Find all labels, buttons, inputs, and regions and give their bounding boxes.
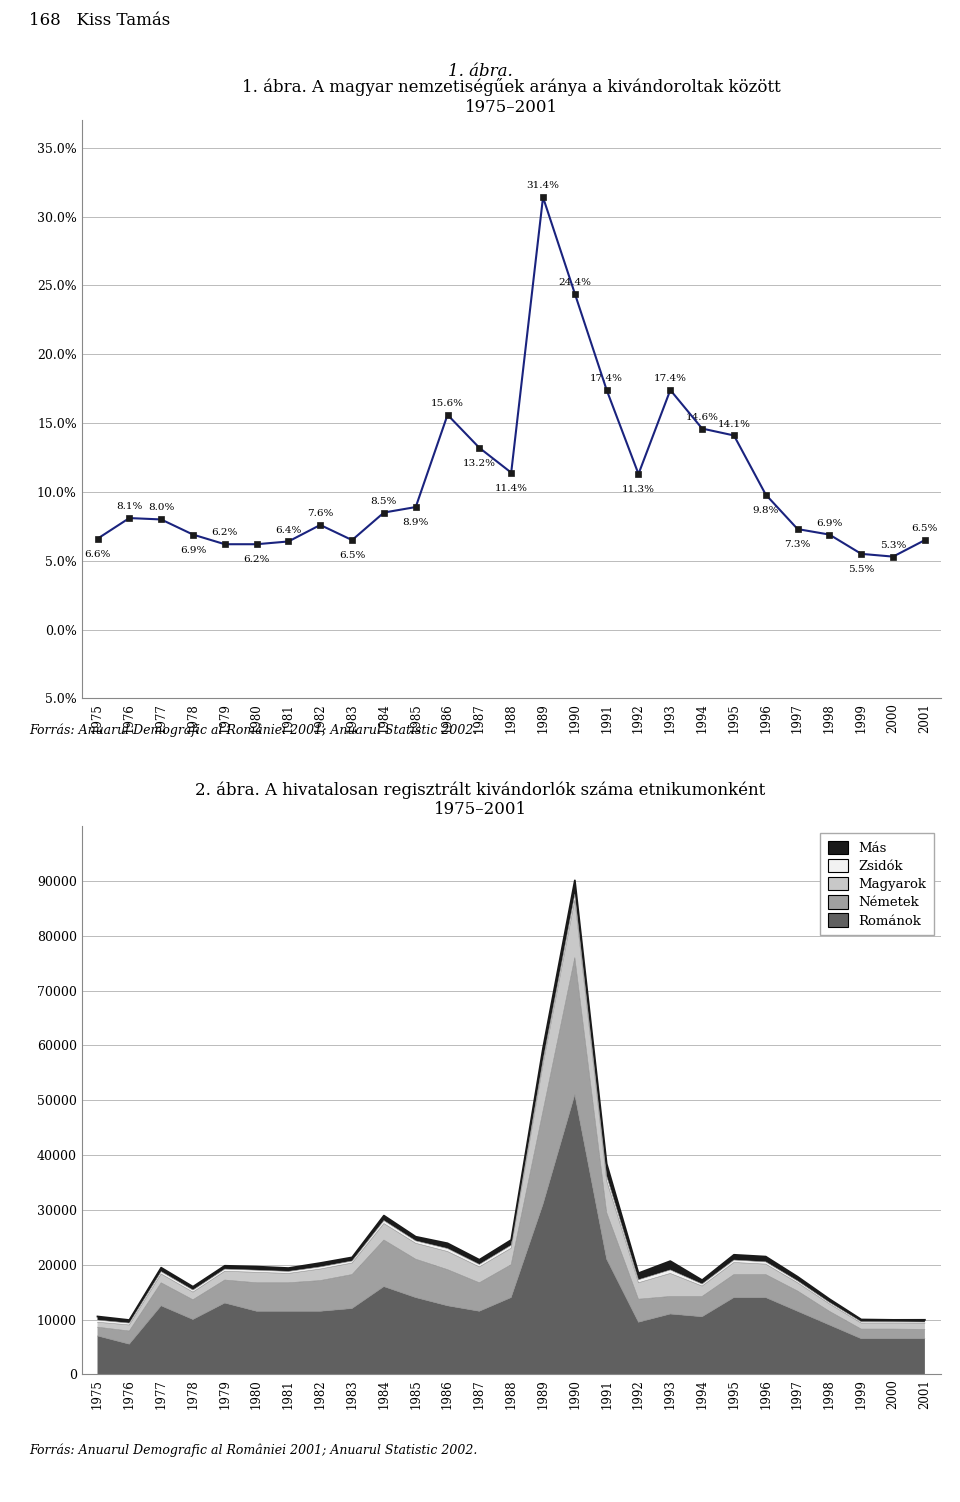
Text: 6.2%: 6.2% [244,556,270,565]
Text: 7.6%: 7.6% [307,509,333,518]
Text: 1. ábra.: 1. ábra. [447,63,513,80]
Text: 14.6%: 14.6% [685,413,719,422]
Title: 1. ábra. A magyar nemzetiségűek aránya a kivándoroltak között
1975–2001: 1. ábra. A magyar nemzetiségűek aránya a… [242,78,780,116]
Text: 8.5%: 8.5% [371,497,397,506]
Text: 8.1%: 8.1% [116,502,142,511]
Text: 2. ábra. A hivatalosan regisztrált kivándorlók száma etnikumonként
1975–2001: 2. ábra. A hivatalosan regisztrált kiván… [195,781,765,819]
Text: 6.5%: 6.5% [912,524,938,533]
Text: 5.5%: 5.5% [848,565,875,574]
Text: 31.4%: 31.4% [526,182,560,191]
Text: 11.4%: 11.4% [494,484,528,493]
Text: 168   Kiss Tamás: 168 Kiss Tamás [29,12,170,29]
Text: 17.4%: 17.4% [654,374,686,383]
Text: 17.4%: 17.4% [590,374,623,383]
Text: 6.9%: 6.9% [180,545,206,554]
Text: 6.2%: 6.2% [211,529,238,538]
Text: Forrás: Anuarul Demografic al României 2001; Anuarul Statistic 2002.: Forrás: Anuarul Demografic al României 2… [29,1443,477,1457]
Text: 6.4%: 6.4% [276,526,301,535]
Text: Forrás: Anuarul Demografic al României 2001; Anuarul Statistic 2002.: Forrás: Anuarul Demografic al României 2… [29,724,477,737]
Text: 6.6%: 6.6% [84,550,110,559]
Text: 24.4%: 24.4% [559,278,591,287]
Text: 6.9%: 6.9% [816,518,843,527]
Text: 6.5%: 6.5% [339,551,365,560]
Text: 8.0%: 8.0% [148,503,175,512]
Text: 11.3%: 11.3% [622,485,655,494]
Text: 8.9%: 8.9% [402,518,429,527]
Text: 15.6%: 15.6% [431,400,464,409]
Text: 13.2%: 13.2% [463,460,496,469]
Text: 7.3%: 7.3% [784,541,811,550]
Text: 5.3%: 5.3% [880,541,906,550]
Text: 14.1%: 14.1% [717,419,751,428]
Legend: Más, Zsidók, Magyarok, Németek, Románok: Más, Zsidók, Magyarok, Németek, Románok [820,832,934,936]
Text: 9.8%: 9.8% [753,506,779,515]
